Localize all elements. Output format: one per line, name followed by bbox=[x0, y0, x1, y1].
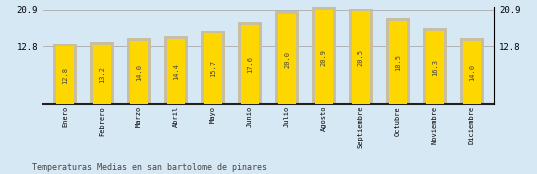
Bar bbox=[278, 14, 296, 104]
Bar bbox=[386, 18, 410, 104]
Bar bbox=[167, 39, 185, 104]
Text: 15.7: 15.7 bbox=[210, 60, 216, 77]
Text: 14.0: 14.0 bbox=[136, 64, 142, 81]
Bar bbox=[204, 33, 222, 104]
Text: 20.5: 20.5 bbox=[358, 49, 364, 66]
Bar bbox=[349, 9, 373, 104]
Text: 20.9: 20.9 bbox=[321, 49, 327, 66]
Text: 20.0: 20.0 bbox=[284, 51, 290, 68]
Text: 16.3: 16.3 bbox=[432, 59, 438, 76]
Bar bbox=[312, 7, 336, 104]
Bar bbox=[315, 10, 333, 104]
Bar bbox=[460, 38, 484, 104]
Bar bbox=[426, 30, 444, 104]
Bar bbox=[462, 41, 481, 104]
Text: 17.6: 17.6 bbox=[247, 56, 253, 73]
Text: 13.2: 13.2 bbox=[99, 66, 105, 83]
Bar bbox=[127, 38, 151, 104]
Bar bbox=[238, 22, 262, 104]
Bar bbox=[201, 30, 225, 104]
Bar bbox=[93, 45, 111, 104]
Text: 18.5: 18.5 bbox=[395, 54, 401, 71]
Text: 14.0: 14.0 bbox=[469, 64, 475, 81]
Bar bbox=[130, 41, 148, 104]
Text: 12.8: 12.8 bbox=[62, 67, 68, 84]
Bar bbox=[164, 36, 188, 104]
Bar bbox=[56, 46, 75, 104]
Text: Temperaturas Medias en san bartolome de pinares: Temperaturas Medias en san bartolome de … bbox=[32, 163, 267, 172]
Bar bbox=[389, 21, 407, 104]
Bar bbox=[241, 25, 259, 104]
Bar bbox=[53, 44, 77, 104]
Bar bbox=[352, 11, 370, 104]
Text: 14.4: 14.4 bbox=[173, 63, 179, 80]
Bar bbox=[275, 11, 299, 104]
Bar bbox=[423, 28, 447, 104]
Bar bbox=[90, 42, 114, 104]
